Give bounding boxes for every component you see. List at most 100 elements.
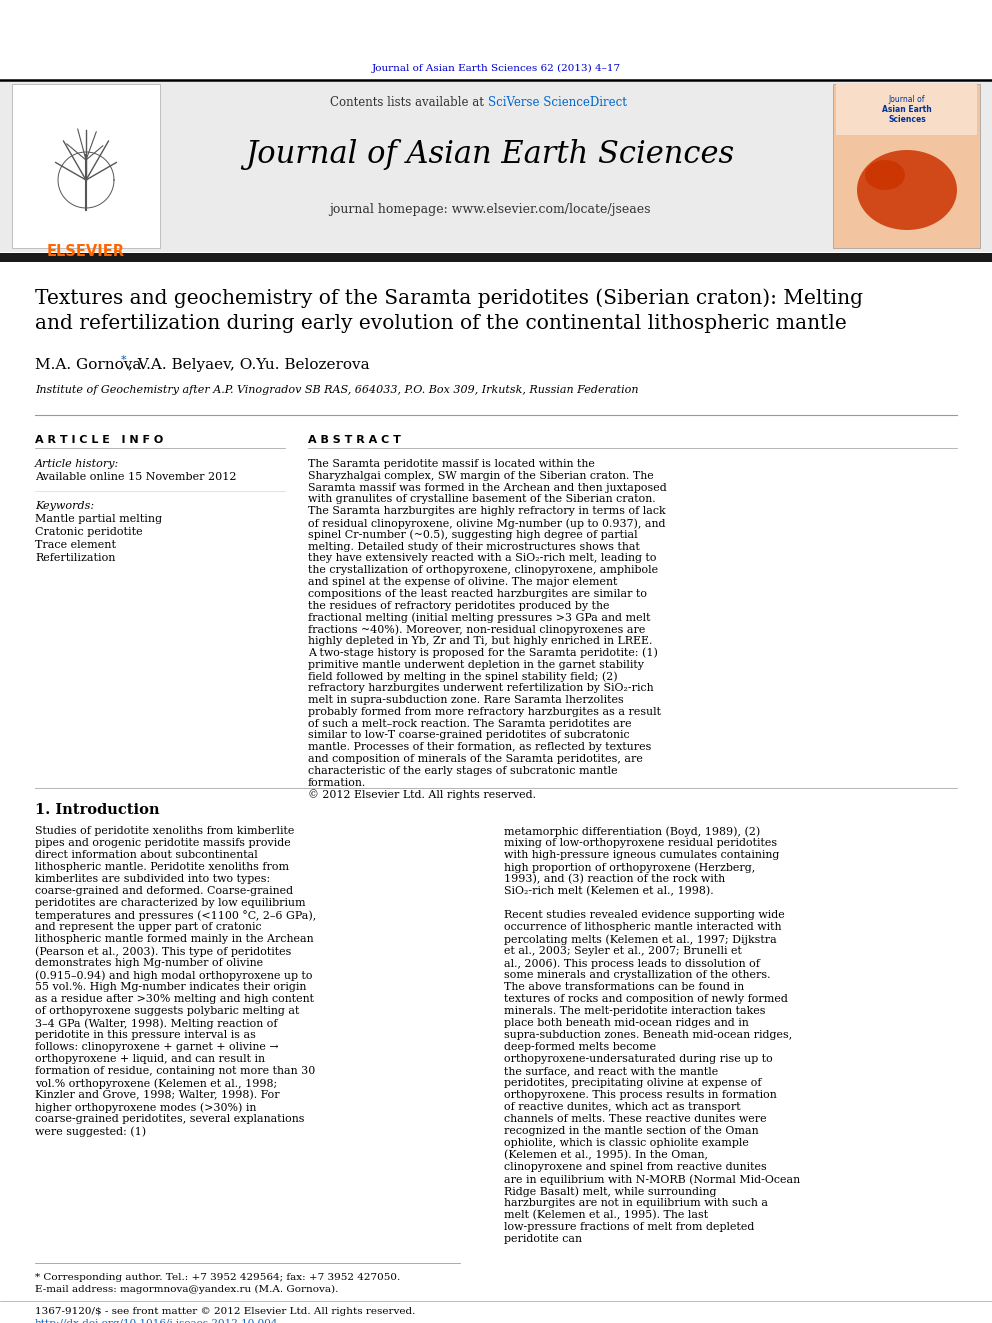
Text: metamorphic differentiation (Boyd, 1989), (2): metamorphic differentiation (Boyd, 1989)… [504,826,760,836]
Text: peridotites are characterized by low equilibrium: peridotites are characterized by low equ… [35,898,306,908]
Bar [0,253,992,262]
Text: clinopyroxene and spinel from reactive dunites: clinopyroxene and spinel from reactive d… [504,1162,767,1172]
Text: the residues of refractory peridotites produced by the: the residues of refractory peridotites p… [308,601,609,611]
Text: channels of melts. These reactive dunites were: channels of melts. These reactive dunite… [504,1114,767,1125]
Text: and composition of minerals of the Saramta peridotites, are: and composition of minerals of the Saram… [308,754,643,763]
Text: Trace element: Trace element [35,540,116,550]
Text: Sharyzhalgai complex, SW margin of the Siberian craton. The: Sharyzhalgai complex, SW margin of the S… [308,471,654,480]
Text: Kinzler and Grove, 1998; Walter, 1998). For: Kinzler and Grove, 1998; Walter, 1998). … [35,1090,280,1101]
Text: peridotite in this pressure interval is as: peridotite in this pressure interval is … [35,1031,256,1040]
Text: are in equilibrium with N-MORB (Normal Mid-Ocean: are in equilibrium with N-MORB (Normal M… [504,1174,801,1184]
Ellipse shape [865,160,905,191]
Text: orthopyroxene. This process results in formation: orthopyroxene. This process results in f… [504,1090,777,1099]
Text: coarse-grained peridotites, several explanations: coarse-grained peridotites, several expl… [35,1114,305,1125]
Text: Institute of Geochemistry after A.P. Vinogradov SB RAS, 664033, P.O. Box 309, Ir: Institute of Geochemistry after A.P. Vin… [35,385,639,396]
Text: of residual clinopyroxene, olivine Mg-number (up to 0.937), and: of residual clinopyroxene, olivine Mg-nu… [308,519,666,529]
Text: peridotite can: peridotite can [504,1234,582,1244]
Text: A B S T R A C T: A B S T R A C T [308,435,401,445]
Text: with granulites of crystalline basement of the Siberian craton.: with granulites of crystalline basement … [308,495,656,504]
Text: Mantle partial melting: Mantle partial melting [35,515,162,524]
Text: kimberlites are subdivided into two types:: kimberlites are subdivided into two type… [35,875,270,884]
Text: Journal of Asian Earth Sciences 62 (2013) 4–17: Journal of Asian Earth Sciences 62 (2013… [371,64,621,73]
Text: *: * [121,355,127,365]
Text: mantle. Processes of their formation, as reflected by textures: mantle. Processes of their formation, as… [308,742,652,753]
Text: Ridge Basalt) melt, while surrounding: Ridge Basalt) melt, while surrounding [504,1185,716,1196]
Text: peridotites, precipitating olivine at expense of: peridotites, precipitating olivine at ex… [504,1078,762,1088]
Text: lithospheric mantle formed mainly in the Archean: lithospheric mantle formed mainly in the… [35,934,313,945]
Bar [0,79,992,251]
Text: of orthopyroxene suggests polybaric melting at: of orthopyroxene suggests polybaric melt… [35,1005,300,1016]
Text: * Corresponding author. Tel.: +7 3952 429564; fax: +7 3952 427050.: * Corresponding author. Tel.: +7 3952 42… [35,1273,400,1282]
Text: and spinel at the expense of olivine. The major element: and spinel at the expense of olivine. Th… [308,577,617,587]
Text: highly depleted in Yb, Zr and Ti, but highly enriched in LREE.: highly depleted in Yb, Zr and Ti, but hi… [308,636,653,646]
Text: Saramta massif was formed in the Archean and then juxtaposed: Saramta massif was formed in the Archean… [308,483,667,492]
Text: Available online 15 November 2012: Available online 15 November 2012 [35,472,236,482]
Text: M.A. Gornova: M.A. Gornova [35,359,142,372]
Text: supra-subduction zones. Beneath mid-ocean ridges,: supra-subduction zones. Beneath mid-ocea… [504,1031,793,1040]
Text: Asian Earth: Asian Earth [882,106,931,115]
Text: probably formed from more refractory harzburgites as a result: probably formed from more refractory har… [308,706,661,717]
Text: ELSEVIER: ELSEVIER [47,243,125,259]
Bar [12,83,160,247]
Text: were suggested: (1): were suggested: (1) [35,1126,146,1136]
Text: Sciences: Sciences [888,115,926,124]
Text: they have extensively reacted with a SiO₂-rich melt, leading to: they have extensively reacted with a SiO… [308,553,657,564]
Text: Journal of Asian Earth Sciences: Journal of Asian Earth Sciences [245,139,734,171]
Text: lithospheric mantle. Peridotite xenoliths from: lithospheric mantle. Peridotite xenolith… [35,863,289,872]
Text: pipes and orogenic peridotite massifs provide: pipes and orogenic peridotite massifs pr… [35,837,291,848]
Text: demonstrates high Mg-number of olivine: demonstrates high Mg-number of olivine [35,958,263,968]
Text: formation of residue, containing not more than 30: formation of residue, containing not mor… [35,1066,315,1076]
Text: Textures and geochemistry of the Saramta peridotites (Siberian craton): Melting: Textures and geochemistry of the Saramta… [35,288,863,308]
Ellipse shape [857,149,957,230]
Text: Recent studies revealed evidence supporting wide: Recent studies revealed evidence support… [504,910,785,919]
Text: Refertilization: Refertilization [35,553,115,564]
Text: as a residue after >30% melting and high content: as a residue after >30% melting and high… [35,994,314,1004]
Text: Journal of: Journal of [889,95,926,105]
Text: of reactive dunites, which act as transport: of reactive dunites, which act as transp… [504,1102,741,1113]
Text: SciVerse ScienceDirect: SciVerse ScienceDirect [488,95,627,108]
Text: of such a melt–rock reaction. The Saramta peridotites are: of such a melt–rock reaction. The Saramt… [308,718,632,729]
Text: Contents lists available at: Contents lists available at [330,95,488,108]
Bar [833,83,980,247]
Text: (Pearson et al., 2003). This type of peridotites: (Pearson et al., 2003). This type of per… [35,946,292,957]
Text: the surface, and react with the mantle: the surface, and react with the mantle [504,1066,718,1076]
Text: and refertilization during early evolution of the continental lithospheric mantl: and refertilization during early evoluti… [35,314,847,333]
Text: deep-formed melts become: deep-formed melts become [504,1043,656,1052]
Text: Article history:: Article history: [35,459,119,468]
Text: journal homepage: www.elsevier.com/locate/jseaes: journal homepage: www.elsevier.com/locat… [329,204,651,217]
Text: A two-stage history is proposed for the Saramta peridotite: (1): A two-stage history is proposed for the … [308,648,658,659]
Text: 1993), and (3) reaction of the rock with: 1993), and (3) reaction of the rock with [504,875,725,884]
Text: similar to low-T coarse-grained peridotites of subcratonic: similar to low-T coarse-grained peridoti… [308,730,630,741]
Text: Cratonic peridotite: Cratonic peridotite [35,527,143,537]
Text: field followed by melting in the spinel stability field; (2): field followed by melting in the spinel … [308,671,618,681]
Text: Keywords:: Keywords: [35,501,94,511]
Text: coarse-grained and deformed. Coarse-grained: coarse-grained and deformed. Coarse-grai… [35,886,293,896]
Text: low-pressure fractions of melt from depleted: low-pressure fractions of melt from depl… [504,1222,754,1232]
Text: fractional melting (initial melting pressures >3 GPa and melt: fractional melting (initial melting pres… [308,613,651,623]
Text: Studies of peridotite xenoliths from kimberlite: Studies of peridotite xenoliths from kim… [35,826,295,836]
Text: spinel Cr-number (~0.5), suggesting high degree of partial: spinel Cr-number (~0.5), suggesting high… [308,529,638,540]
Text: refractory harzburgites underwent refertilization by SiO₂-rich: refractory harzburgites underwent refert… [308,683,654,693]
Text: follows: clinopyroxene + garnet + olivine →: follows: clinopyroxene + garnet + olivin… [35,1043,279,1052]
Text: 1367-9120/$ - see front matter © 2012 Elsevier Ltd. All rights reserved.: 1367-9120/$ - see front matter © 2012 El… [35,1307,416,1316]
Text: textures of rocks and composition of newly formed: textures of rocks and composition of new… [504,994,788,1004]
Text: 55 vol.%. High Mg-number indicates their origin: 55 vol.%. High Mg-number indicates their… [35,982,307,992]
Text: The Saramta harzburgites are highly refractory in terms of lack: The Saramta harzburgites are highly refr… [308,507,666,516]
Text: occurrence of lithospheric mantle interacted with: occurrence of lithospheric mantle intera… [504,922,782,931]
Text: melting. Detailed study of their microstructures shows that: melting. Detailed study of their microst… [308,541,640,552]
Text: (0.915–0.94) and high modal orthopyroxene up to: (0.915–0.94) and high modal orthopyroxen… [35,970,312,980]
Text: direct information about subcontinental: direct information about subcontinental [35,849,258,860]
Text: SiO₂-rich melt (Kelemen et al., 1998).: SiO₂-rich melt (Kelemen et al., 1998). [504,886,713,897]
Text: melt (Kelemen et al., 1995). The last: melt (Kelemen et al., 1995). The last [504,1211,708,1220]
Text: al., 2006). This process leads to dissolution of: al., 2006). This process leads to dissol… [504,958,760,968]
Text: , V.A. Belyaev, O.Yu. Belozerova: , V.A. Belyaev, O.Yu. Belozerova [128,359,370,372]
Text: mixing of low-orthopyroxene residual peridotites: mixing of low-orthopyroxene residual per… [504,837,777,848]
Text: E-mail address: magormnova@yandex.ru (M.A. Gornova).: E-mail address: magormnova@yandex.ru (M.… [35,1285,338,1294]
Text: et al., 2003; Seyler et al., 2007; Brunelli et: et al., 2003; Seyler et al., 2007; Brune… [504,946,742,957]
Text: temperatures and pressures (<1100 °C, 2–6 GPa),: temperatures and pressures (<1100 °C, 2–… [35,910,316,921]
Text: with high-pressure igneous cumulates containing: with high-pressure igneous cumulates con… [504,849,780,860]
Text: (Kelemen et al., 1995). In the Oman,: (Kelemen et al., 1995). In the Oman, [504,1150,708,1160]
Text: http://dx.doi.org/10.1016/j.jseaes.2012.10.004: http://dx.doi.org/10.1016/j.jseaes.2012.… [35,1319,279,1323]
Text: compositions of the least reacted harzburgites are similar to: compositions of the least reacted harzbu… [308,589,647,599]
Text: primitive mantle underwent depletion in the garnet stability: primitive mantle underwent depletion in … [308,660,644,669]
